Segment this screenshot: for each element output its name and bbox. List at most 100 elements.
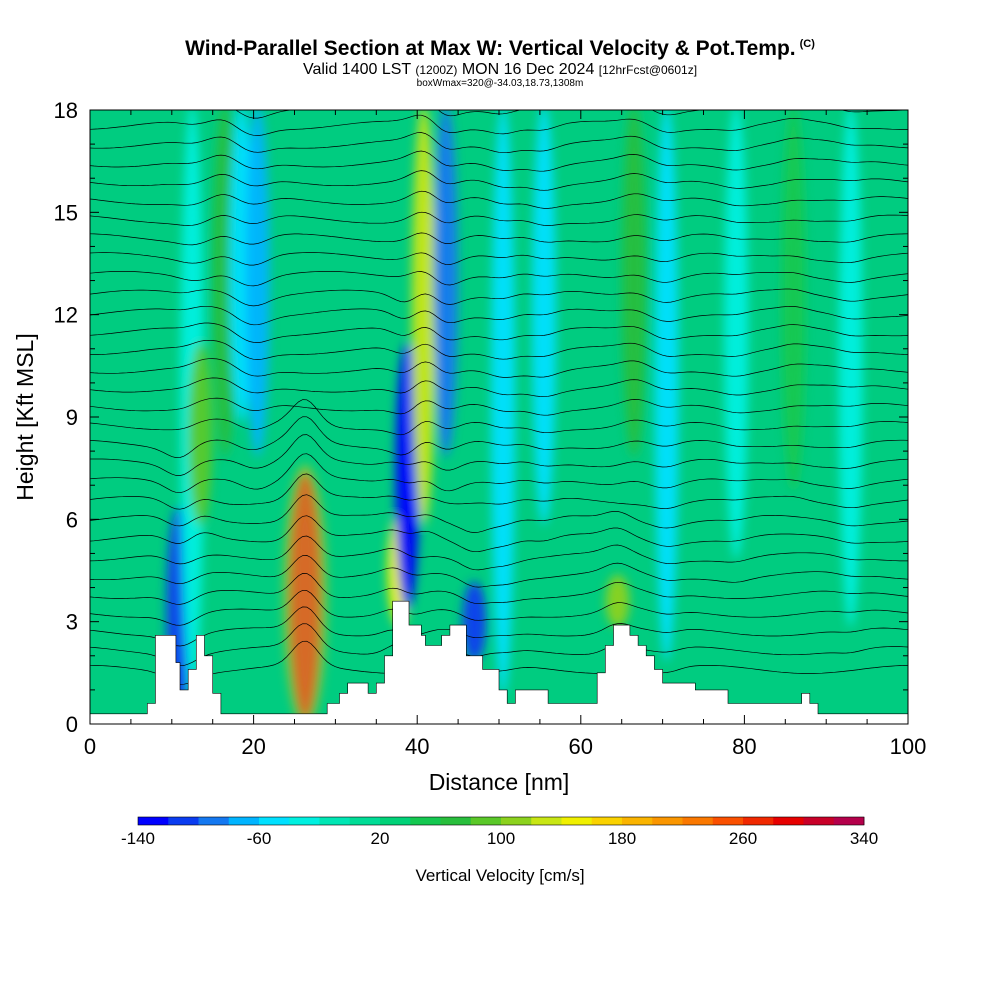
isentrope-line	[90, 606, 908, 647]
chart-subtitle: Valid 1400 LST (1200Z) MON 16 Dec 2024 […	[302, 61, 698, 78]
isentrope-line	[90, 232, 908, 246]
y-tick-label: 3	[66, 610, 78, 635]
colorbar-tick-label: 100	[487, 829, 515, 848]
colorbar: -140 -60 20 100 180 260 340	[121, 816, 878, 848]
colorbar-swatch	[410, 817, 441, 825]
colorbar-swatch	[138, 817, 169, 825]
y-axis-label: Height [Kft MSL]	[12, 333, 38, 500]
x-tick-label: 20	[241, 734, 265, 759]
y-tick-label: 12	[54, 303, 78, 328]
colorbar-swatch	[289, 817, 320, 825]
velocity-band	[781, 110, 806, 492]
isentrope-line	[90, 535, 908, 571]
isentrope-line	[90, 453, 908, 494]
x-tick-label: 80	[732, 734, 756, 759]
isentrope-line	[90, 473, 908, 510]
velocity-band	[654, 110, 679, 662]
plot-area	[90, 110, 908, 724]
isentrope-line	[90, 434, 908, 476]
isentrope-line	[90, 132, 908, 154]
terrain-mask	[90, 600, 908, 724]
velocity-band	[245, 110, 270, 458]
colorbar-swatch	[622, 817, 653, 825]
isentrope-line	[90, 252, 908, 266]
isentrope-line	[90, 515, 908, 553]
x-tick-label: 40	[405, 734, 429, 759]
isentrope-line	[90, 555, 908, 588]
isentrope-line	[90, 573, 908, 605]
isentrope-line	[90, 150, 908, 172]
colorbar-swatch	[470, 817, 502, 825]
velocity-band	[411, 110, 436, 526]
colorbar-swatch	[682, 817, 714, 825]
isentrope-line	[90, 416, 908, 458]
isentrope-line	[90, 358, 908, 378]
velocity-band	[531, 110, 556, 526]
colorbar-tick-label: 260	[729, 829, 757, 848]
x-axis: 0 20 40 60 80 100	[84, 110, 926, 759]
velocity-band	[188, 342, 213, 526]
isentrope-line	[90, 397, 908, 416]
colorbar-tick-label: 20	[371, 829, 390, 848]
isentrope-line	[90, 288, 908, 307]
colorbar-label: Vertical Velocity [cm/s]	[415, 866, 584, 885]
copyright-mark: (C)	[799, 38, 815, 50]
isentrope-line	[90, 494, 908, 533]
colorbar-swatch	[319, 817, 351, 825]
y-tick-label: 0	[66, 712, 78, 737]
colorbar-swatch	[591, 817, 623, 825]
colorbar-tick-label: -140	[121, 829, 155, 848]
colorbar-tick-label: -60	[247, 829, 272, 848]
velocity-band	[605, 574, 630, 628]
colorbar-swatch	[652, 817, 683, 825]
colorbar-swatch	[833, 817, 865, 825]
isentrope-line	[90, 114, 908, 136]
velocity-band	[724, 110, 749, 560]
isentrope-line	[90, 377, 908, 398]
y-tick-label: 6	[66, 507, 78, 532]
velocity-field	[166, 110, 863, 724]
colorbar-tick-label: 340	[850, 829, 878, 848]
isentrope-line	[90, 270, 908, 287]
velocity-halo	[283, 464, 328, 724]
y-tick-label: 15	[54, 200, 78, 225]
isentrope-line	[90, 170, 908, 191]
y-tick-label: 9	[66, 405, 78, 430]
isentrope-line	[90, 305, 908, 326]
colorbar-swatch	[561, 817, 593, 825]
chart-title: Wind-Parallel Section at Max W: Vertical…	[185, 37, 815, 60]
isentrope-line	[90, 211, 908, 226]
colorbar-swatch	[712, 817, 744, 825]
isentrope-line	[90, 589, 908, 626]
isentrope-line	[90, 623, 908, 667]
colorbar-swatch	[803, 817, 835, 825]
x-tick-label: 60	[569, 734, 593, 759]
colorbar-frame	[137, 816, 865, 826]
velocity-band	[621, 110, 646, 458]
x-axis-label: Distance [nm]	[429, 769, 570, 795]
isentrope-line	[90, 339, 908, 360]
velocity-band	[433, 110, 458, 458]
colorbar-swatch	[168, 817, 199, 825]
colorbar-swatch	[743, 817, 774, 825]
isentrope-line	[90, 190, 908, 209]
colorbar-swatch	[198, 817, 230, 825]
colorbar-swatch	[501, 817, 532, 825]
x-tick-label: 0	[84, 734, 96, 759]
x-tick-label: 100	[890, 734, 927, 759]
y-axis: 0 3 6 9 12 15 18	[54, 98, 908, 737]
colorbar-swatch	[349, 817, 381, 825]
colorbar-swatch	[531, 817, 562, 825]
colorbar-swatch	[228, 817, 260, 825]
colorbar-swatch	[440, 817, 472, 825]
colorbar-swatch	[380, 817, 411, 825]
isentrope-line	[90, 399, 908, 436]
box-max-note: boxWmax=320@-34.03,18.73,1308m	[416, 78, 584, 89]
colorbar-swatch	[773, 817, 804, 825]
y-tick-label: 18	[54, 98, 78, 123]
isentrope-line	[90, 322, 908, 343]
colorbar-swatch	[259, 817, 290, 825]
colorbar-tick-label: 180	[608, 829, 636, 848]
velocity-band	[838, 110, 863, 628]
